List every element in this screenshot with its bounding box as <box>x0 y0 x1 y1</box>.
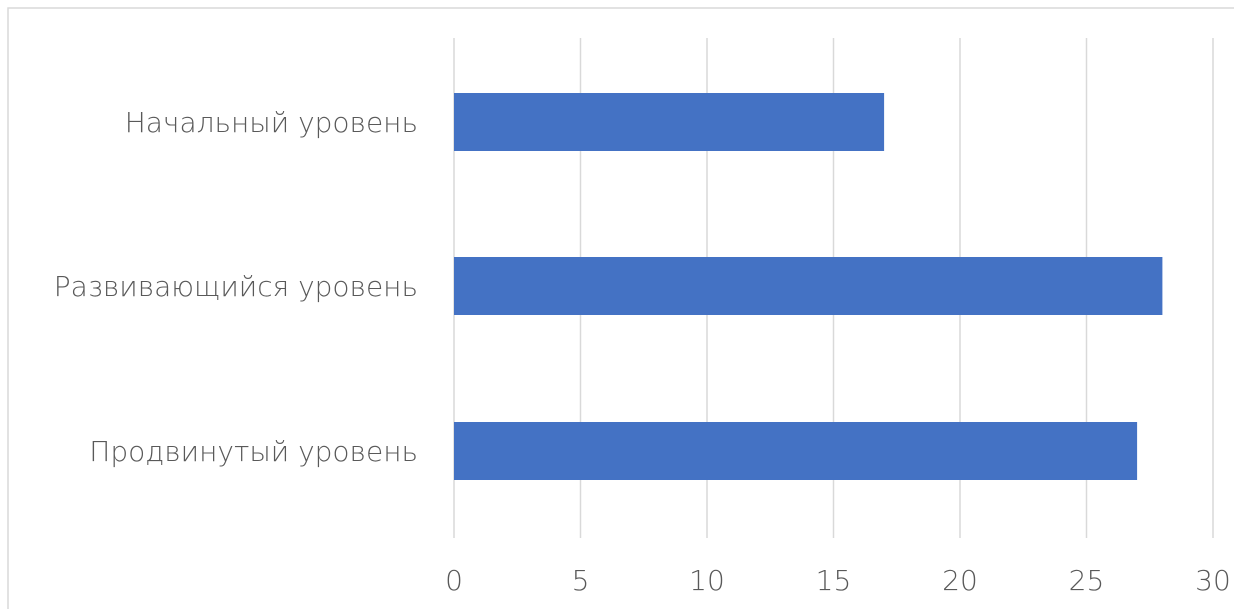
category-label: Развивающийся уровень <box>54 270 418 303</box>
category-label: Продвинутый уровень <box>89 435 418 468</box>
chart-border <box>7 7 1234 609</box>
x-tick-label: 20 <box>942 564 978 597</box>
x-tick-label: 30 <box>1195 564 1231 597</box>
x-tick-label: 15 <box>816 564 852 597</box>
x-tick-label: 25 <box>1069 564 1105 597</box>
bar-1 <box>454 93 885 151</box>
category-label: Начальный уровень <box>125 106 418 139</box>
category-labels: Начальный уровень Развивающийся уровень Пр… <box>54 106 418 468</box>
x-tick-label: 5 <box>572 564 590 597</box>
x-axis-ticks: 0 5 10 15 20 25 30 <box>445 564 1231 597</box>
x-tick-label: 0 <box>445 564 463 597</box>
bar-3 <box>454 422 1138 480</box>
bar-2 <box>454 257 1163 315</box>
x-tick-label: 10 <box>689 564 725 597</box>
bars <box>454 93 1163 480</box>
